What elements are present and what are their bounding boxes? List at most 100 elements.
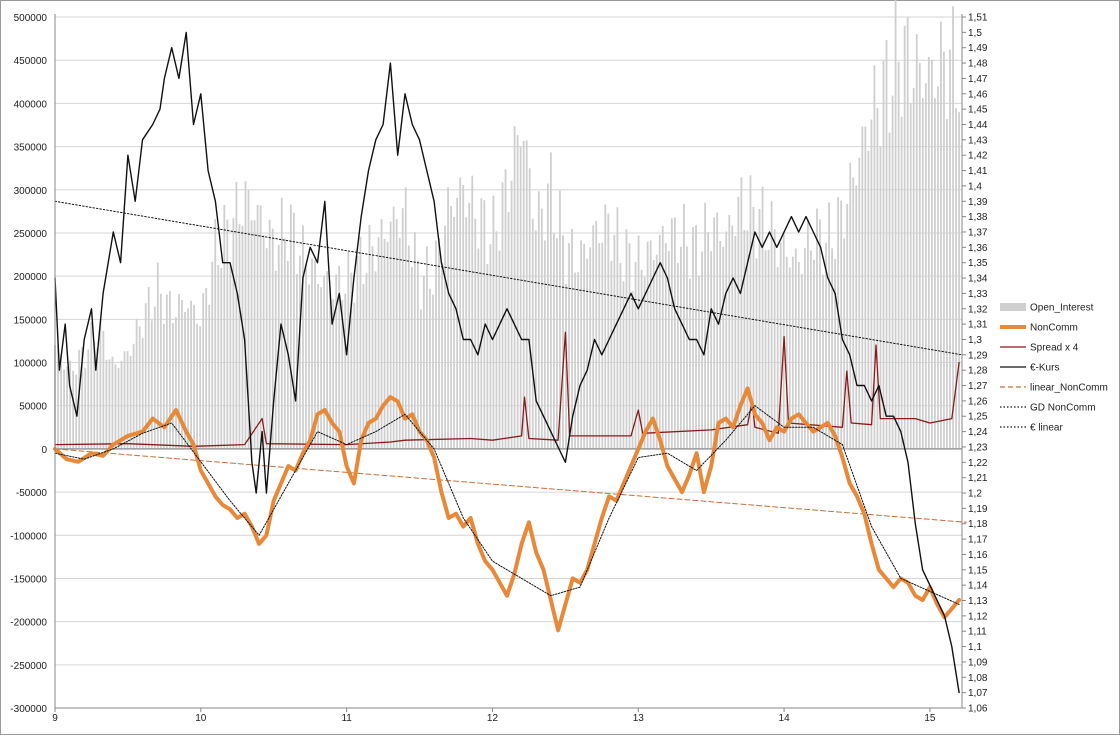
open-interest-bar: [271, 228, 274, 449]
open-interest-bar: [422, 276, 425, 449]
open-interest-bar: [377, 237, 380, 449]
open-interest-bar: [504, 169, 507, 449]
open-interest-bar: [673, 217, 676, 449]
x-tick-label: 11: [341, 713, 352, 724]
open-interest-bar: [392, 206, 395, 449]
open-interest-bar: [426, 246, 428, 449]
open-interest-bar: [543, 240, 546, 449]
open-interest-bar: [622, 281, 625, 449]
y-left-tick-label: 200000: [14, 272, 48, 283]
y-right-tick-label: 1,08: [968, 673, 988, 684]
open-interest-bar: [159, 293, 162, 449]
legend-swatch: [1000, 303, 1026, 311]
gd-noncomm-line: [54, 405, 960, 605]
open-interest-bar: [510, 180, 513, 449]
open-interest-bar: [773, 229, 776, 449]
y-right-tick-label: 1,48: [968, 59, 988, 70]
open-interest-bar: [728, 214, 731, 449]
open-interest-bar: [949, 49, 951, 449]
x-tick-label: 9: [52, 713, 58, 724]
open-interest-bar: [235, 182, 238, 449]
open-interest-bar: [571, 228, 573, 449]
open-interest-bar: [211, 261, 214, 449]
open-interest-bar: [226, 219, 229, 449]
open-interest-bar: [704, 202, 706, 449]
x-tick-label: 13: [633, 713, 645, 724]
eur-kurs-line: [54, 31, 960, 694]
open-interest-bar: [87, 349, 90, 449]
open-interest-bar: [634, 262, 637, 449]
open-interest-bars: [54, 0, 960, 449]
open-interest-bar: [338, 265, 341, 449]
legend-item: €-Kurs: [1000, 363, 1059, 374]
open-interest-bar: [199, 326, 202, 449]
open-interest-bar: [356, 255, 359, 449]
open-interest-bar: [710, 251, 713, 449]
open-interest-bar: [429, 288, 431, 449]
open-interest-bar: [767, 249, 770, 449]
open-interest-bar: [927, 56, 930, 449]
open-interest-bar: [676, 263, 679, 449]
open-interest-bar: [329, 287, 332, 449]
legend-label: €-Kurs: [1030, 363, 1059, 374]
open-interest-bar: [628, 243, 631, 449]
open-interest-bar: [791, 256, 794, 449]
open-interest-bar: [380, 219, 383, 449]
open-interest-bar: [825, 242, 827, 449]
open-interest-bar: [175, 317, 177, 449]
open-interest-bar: [141, 338, 144, 449]
open-interest-bar: [66, 366, 68, 449]
open-interest-bar: [574, 272, 576, 449]
open-interest-bar: [362, 284, 365, 449]
open-interest-bar: [292, 212, 295, 449]
open-interest-bar: [858, 157, 861, 449]
open-interest-bar: [302, 225, 304, 449]
open-interest-bar: [806, 219, 809, 449]
open-interest-bar: [81, 347, 84, 449]
open-interest-bar: [595, 221, 598, 449]
open-interest-bar: [398, 237, 401, 449]
open-interest-bar: [96, 347, 99, 449]
y-right-tick-label: 1,36: [968, 243, 988, 254]
y-left-tick-label: -50000: [16, 488, 48, 499]
open-interest-bar: [670, 218, 673, 449]
y-left-tick-label: 350000: [14, 143, 48, 154]
open-interest-bar: [474, 218, 477, 449]
open-interest-bar: [262, 235, 265, 449]
open-interest-bar: [108, 359, 111, 449]
open-interest-bar: [169, 291, 171, 449]
y-right-tick-label: 1,3: [968, 335, 982, 346]
open-interest-bar: [604, 204, 607, 449]
y-right-tick-label: 1,2: [968, 489, 982, 500]
legend: Open_Interest NonComm Spread x 4 €-Kurs line…: [1000, 303, 1108, 434]
open-interest-bar: [722, 246, 725, 449]
open-interest-bar: [797, 262, 800, 449]
open-interest-bar: [831, 248, 833, 449]
open-interest-bar: [323, 275, 326, 449]
open-interest-bar: [280, 197, 283, 449]
open-interest-bar: [435, 240, 437, 449]
open-interest-bar: [601, 242, 604, 449]
open-interest-bar: [800, 274, 803, 449]
open-interest-bar: [410, 266, 413, 449]
open-interest-bar: [217, 264, 220, 449]
legend-label: Open_Interest: [1030, 303, 1094, 314]
open-interest-bar: [305, 263, 307, 449]
open-interest-bar: [556, 238, 558, 449]
open-interest-bar: [686, 246, 688, 449]
y-right-tick-label: 1,45: [968, 105, 988, 116]
open-interest-bar: [147, 286, 150, 449]
open-interest-bar: [631, 291, 634, 449]
x-tick-label: 15: [924, 713, 936, 724]
legend-item: Spread x 4: [1000, 343, 1079, 354]
y-right-tick-label: 1,5: [968, 28, 982, 39]
open-interest-bar: [172, 323, 174, 449]
open-interest-bar: [501, 182, 504, 449]
open-interest-bar: [438, 238, 440, 449]
open-interest-bar: [607, 213, 610, 449]
open-interest-bar: [565, 284, 567, 449]
open-interest-bar: [640, 269, 643, 449]
open-interest-bar: [229, 265, 232, 449]
linear-noncomm-line: [54, 448, 967, 523]
legend-item: Open_Interest: [1000, 303, 1094, 314]
